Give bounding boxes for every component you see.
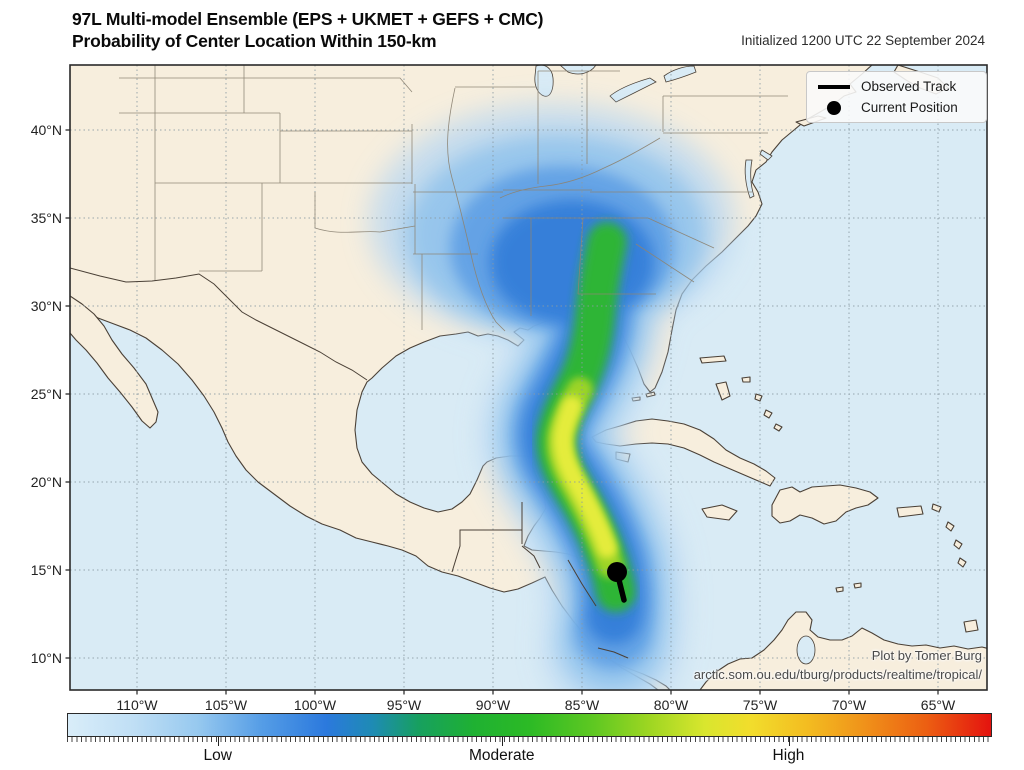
- lon-label-70w: 70°W: [831, 697, 867, 713]
- lat-label-40n: 40°N: [30, 122, 62, 138]
- lon-label-105w: 105°W: [204, 697, 248, 713]
- us-mexico-border: [70, 267, 368, 381]
- page-title-line2: Probability of Center Location Within 15…: [72, 31, 437, 51]
- colorbar-wrap: Low Moderate High: [67, 713, 992, 764]
- lon-label-90w: 90°W: [475, 697, 511, 713]
- lake-erie: [609, 77, 657, 103]
- lake-maracaibo: [796, 635, 816, 665]
- observed-track-line-icon: [817, 84, 851, 89]
- current-position-dot-icon: [817, 100, 851, 115]
- lon-label-110w: 110°W: [116, 697, 158, 713]
- title-block: 97L Multi-model Ensemble (EPS + UKMET + …: [72, 8, 544, 52]
- country-borders: [70, 267, 629, 659]
- bahamas-specks: [741, 376, 783, 432]
- attribution-url: arctic.som.ou.edu/tburg/products/realtim…: [693, 667, 982, 682]
- south-america-land: [699, 611, 987, 690]
- lon-label-65w: 65°W: [920, 697, 956, 713]
- lake-ontario: [663, 65, 697, 83]
- probability-colorbar: [67, 713, 992, 737]
- lesser-antilles: [931, 503, 967, 568]
- abc-islands: [835, 582, 862, 593]
- map-frame: [69, 64, 988, 691]
- jamaica: [701, 504, 738, 521]
- lat-label-35n: 35°N: [30, 210, 62, 226]
- attribution-credit: Plot by Tomer Burg: [871, 648, 982, 663]
- current-position-marker: [607, 562, 627, 582]
- lon-label-85w: 85°W: [564, 697, 600, 713]
- colorbar-majortick-low: [217, 737, 220, 746]
- baja-california: [70, 295, 159, 429]
- legend-current-position-label: Current Position: [861, 100, 958, 115]
- colorbar-label-moderate: Moderate: [469, 747, 535, 764]
- puerto-rico: [896, 505, 924, 518]
- map-legend: Observed Track Current Position: [806, 71, 987, 123]
- colorbar-majortick-moderate: [501, 737, 504, 746]
- lon-label-95w: 95°W: [386, 697, 422, 713]
- andros: [715, 381, 731, 401]
- lat-label-15n: 15°N: [30, 562, 62, 578]
- axis-ticks: [65, 129, 939, 695]
- state-borders: [119, 65, 788, 332]
- legend-row-observed-track: Observed Track: [807, 78, 986, 96]
- lakes: [534, 65, 816, 665]
- central-america-borders: [451, 502, 629, 659]
- colorbar-label-low: Low: [203, 747, 232, 764]
- observed-track-group: [607, 562, 627, 603]
- lat-label-30n: 30°N: [30, 298, 62, 314]
- page-title-line1: 97L Multi-model Ensemble (EPS + UKMET + …: [72, 9, 544, 29]
- trinidad: [963, 619, 979, 633]
- lat-label-25n: 25°N: [30, 386, 62, 402]
- lat-label-10n: 10°N: [30, 650, 62, 666]
- legend-row-current-position: Current Position: [807, 99, 986, 117]
- colorbar-ticks: [67, 737, 992, 742]
- delaware-bay: [759, 149, 773, 161]
- colorbar-label-high: High: [772, 747, 805, 764]
- hispaniola: [771, 484, 879, 525]
- legend-observed-track-label: Observed Track: [861, 79, 957, 94]
- grand-bahama: [699, 355, 727, 364]
- lake-michigan: [534, 65, 554, 97]
- lon-label-75w: 75°W: [742, 697, 778, 713]
- lon-label-100w: 100°W: [293, 697, 337, 713]
- lat-label-20n: 20°N: [30, 474, 62, 490]
- initialization-timestamp: Initialized 1200 UTC 22 September 2024: [741, 33, 985, 48]
- chesapeake-bay: [744, 159, 755, 199]
- colorbar-majortick-high: [788, 737, 790, 746]
- lon-label-80w: 80°W: [653, 697, 689, 713]
- map-svg: [65, 64, 988, 695]
